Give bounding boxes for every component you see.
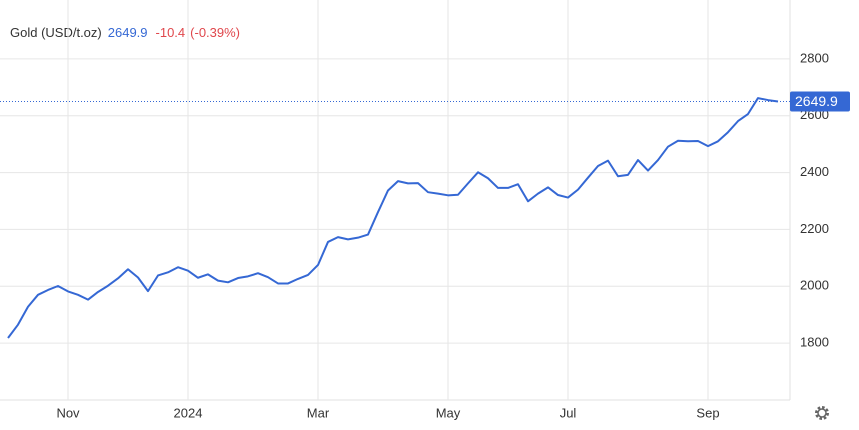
x-tick-label: Jul [560, 405, 577, 420]
gear-body [817, 408, 827, 418]
x-tick-label: Sep [696, 405, 719, 420]
x-tick-label: Nov [56, 405, 80, 420]
y-tick-label: 2400 [800, 164, 829, 179]
price-tag-label: 2649.9 [795, 93, 838, 109]
y-tick-label: 1800 [800, 335, 829, 350]
gear-teeth [815, 406, 829, 420]
y-tick-label: 2000 [800, 278, 829, 293]
y-tick-label: 2800 [800, 50, 829, 65]
x-tick-label: May [436, 405, 461, 420]
price-tag [790, 91, 850, 112]
x-tick-label: Mar [307, 405, 330, 420]
x-tick-label: 2024 [174, 405, 203, 420]
header: Gold (USD/t.oz) 2649.9 -10.4 (-0.39%) [10, 25, 240, 40]
price-line [7, 97, 779, 339]
change: -10.4 [156, 25, 186, 40]
instrument-name: Gold (USD/t.oz) [10, 25, 102, 40]
y-tick-label: 2200 [800, 221, 829, 236]
settings-icon[interactable] [815, 406, 829, 420]
change-percent: (-0.39%) [190, 25, 240, 40]
last-price: 2649.9 [108, 25, 148, 40]
